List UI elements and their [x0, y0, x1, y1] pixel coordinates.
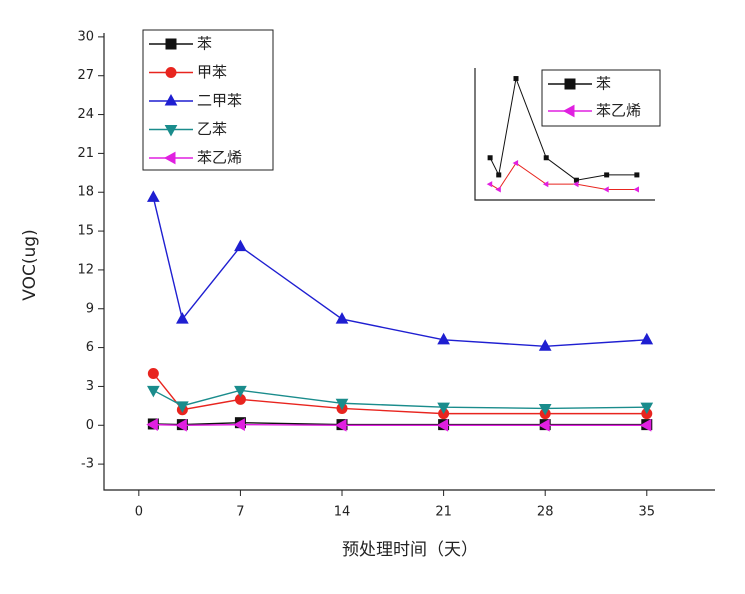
series-line	[153, 423, 647, 426]
x-tick-label: 28	[537, 505, 554, 520]
y-axis-label: VOC(ug)	[20, 229, 40, 300]
marker	[233, 418, 245, 431]
y-tick-label: 15	[77, 224, 94, 239]
y-tick-label: 24	[77, 107, 94, 122]
marker	[562, 104, 575, 118]
y-tick-label: 3	[86, 379, 94, 394]
marker	[176, 312, 189, 324]
marker	[564, 78, 576, 90]
legend-label: 乙苯	[197, 120, 227, 138]
marker	[164, 93, 178, 106]
marker	[573, 181, 579, 188]
marker	[640, 332, 654, 345]
series-line	[153, 389, 647, 410]
marker	[634, 172, 640, 178]
marker	[334, 418, 347, 432]
x-tick-label: 21	[435, 505, 452, 520]
y-tick-label: 6	[86, 340, 94, 355]
inset-axis-frame	[474, 68, 655, 201]
marker	[486, 181, 493, 188]
marker	[163, 151, 176, 165]
legend-label: 苯乙烯	[197, 149, 242, 167]
marker	[146, 418, 158, 431]
y-tick-label: 21	[77, 146, 94, 161]
legend-label: 苯乙烯	[596, 102, 641, 120]
x-tick-label: 7	[236, 505, 244, 520]
marker	[573, 177, 579, 183]
marker	[538, 339, 552, 351]
marker	[640, 402, 654, 415]
x-tick-label: 0	[135, 505, 143, 520]
legend-label: 甲苯	[197, 63, 227, 81]
series-line	[152, 197, 647, 347]
marker	[604, 172, 610, 178]
marker	[495, 186, 501, 193]
axis-frame	[103, 33, 715, 491]
y-tick-label: 0	[86, 418, 94, 433]
y-tick-label: -3	[81, 457, 94, 472]
marker	[542, 181, 549, 188]
marker	[538, 418, 550, 432]
marker	[147, 367, 159, 379]
marker	[639, 418, 652, 432]
marker	[437, 402, 450, 415]
marker	[513, 76, 519, 82]
x-axis-label: 预处理时间（天）	[342, 540, 478, 560]
marker	[164, 125, 178, 137]
x-tick-label: 14	[334, 505, 351, 520]
legend-box	[142, 29, 274, 171]
legend-label: 苯	[197, 35, 212, 53]
marker	[496, 172, 502, 178]
marker	[512, 159, 519, 167]
marker	[175, 418, 187, 432]
marker	[234, 239, 247, 252]
marker	[335, 312, 349, 324]
y-tick-label: 9	[86, 301, 94, 316]
y-tick-label: 30	[77, 29, 94, 44]
legend-label: 二甲苯	[197, 92, 242, 110]
inset-legend-box	[541, 69, 661, 127]
marker	[165, 38, 177, 50]
y-tick-label: 12	[77, 262, 94, 277]
marker	[436, 418, 449, 432]
marker	[234, 385, 247, 398]
marker	[165, 67, 177, 78]
marker	[538, 403, 552, 416]
marker	[633, 186, 639, 193]
marker	[335, 398, 349, 411]
marker	[176, 401, 189, 413]
series-line	[489, 162, 637, 191]
marker	[487, 155, 493, 161]
marker	[146, 385, 160, 398]
marker	[146, 190, 160, 202]
marker	[603, 186, 609, 193]
y-tick-label: 27	[77, 68, 94, 83]
y-tick-label: 18	[77, 185, 94, 200]
marker	[543, 155, 549, 161]
x-tick-label: 35	[639, 505, 656, 520]
marker	[437, 332, 450, 345]
legend-label: 苯	[596, 75, 611, 93]
